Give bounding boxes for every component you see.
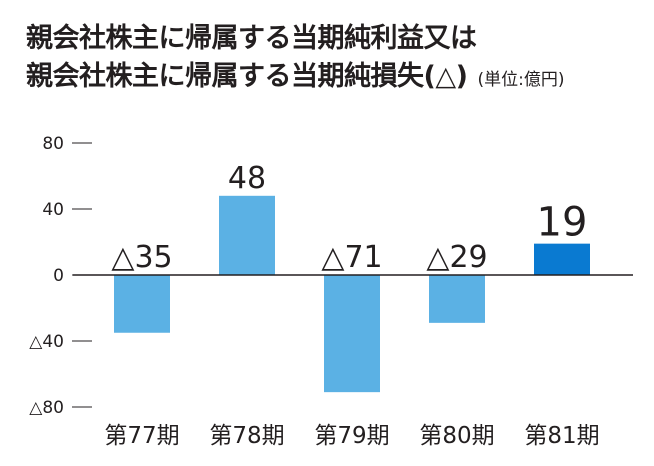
data-label: △71: [321, 240, 382, 275]
bar: [219, 195, 275, 275]
x-tick-label: 第79期: [314, 423, 389, 449]
x-tick-label: 第80期: [419, 423, 494, 449]
y-tick-label: △80: [29, 398, 64, 418]
y-tick-label: △40: [29, 332, 64, 352]
data-label: 48: [228, 161, 266, 196]
x-tick-label: 第81期: [524, 423, 599, 449]
x-tick-label: 第78期: [209, 423, 284, 449]
data-label: 19: [537, 200, 588, 246]
chart-title-line2-text: 親会社株主に帰属する当期純損失(△): [26, 61, 468, 92]
data-label: △35: [111, 240, 172, 275]
chart-title-line1: 親会社株主に帰属する当期純利益又は: [26, 23, 477, 54]
bar: [114, 275, 170, 333]
y-tick-label: 40: [42, 200, 64, 220]
bar: [534, 243, 590, 275]
y-tick-label: 0: [53, 266, 64, 286]
bar: [429, 275, 485, 323]
x-tick-label: 第77期: [104, 423, 179, 449]
y-tick-label: 80: [42, 134, 64, 154]
data-label: △29: [426, 240, 487, 275]
chart-title-line2: 親会社株主に帰属する当期純損失(△) (単位:億円): [26, 58, 564, 99]
unit-label: (単位:億円): [477, 70, 565, 90]
bar: [324, 275, 380, 393]
chart-title: 親会社株主に帰属する当期純利益又は 親会社株主に帰属する当期純損失(△) (単位:…: [26, 20, 564, 99]
